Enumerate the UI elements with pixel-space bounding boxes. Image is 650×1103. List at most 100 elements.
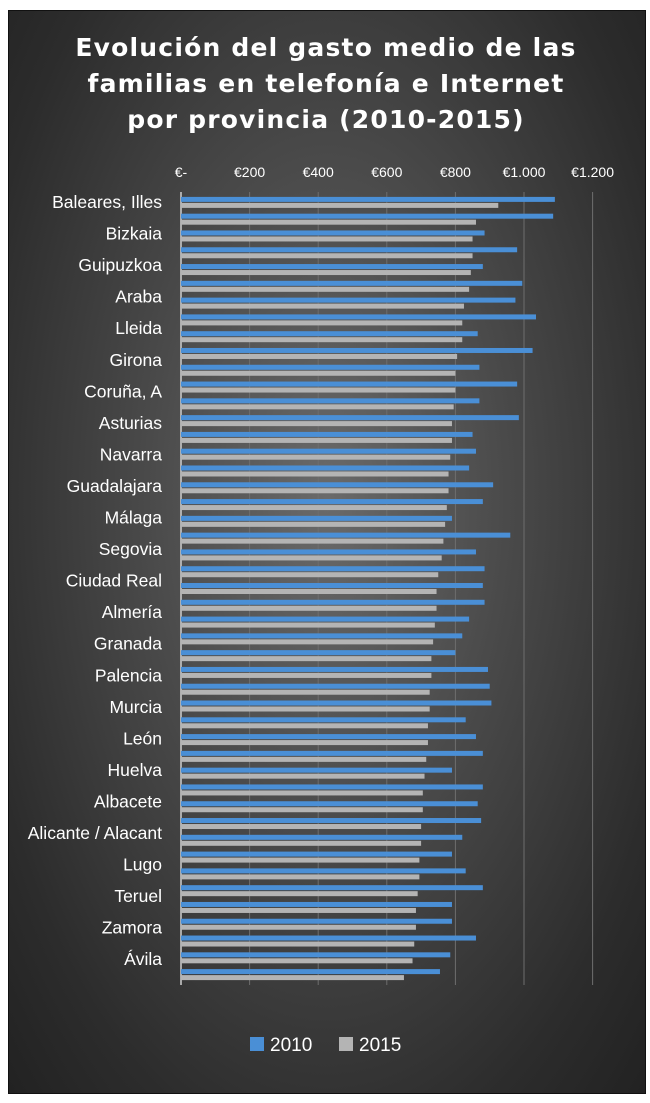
bar-2015[interactable] — [181, 219, 476, 225]
bar-2015[interactable] — [181, 840, 422, 846]
bar-2015[interactable] — [181, 320, 463, 326]
bar-2010[interactable] — [181, 851, 452, 857]
bar-2010[interactable] — [181, 583, 483, 588]
category-label: Girona — [109, 350, 162, 370]
legend-label-2010[interactable]: 2010 — [270, 1035, 312, 1056]
bar-2010[interactable] — [181, 918, 452, 924]
bar-2015[interactable] — [181, 672, 432, 678]
bar-2010[interactable] — [181, 901, 452, 907]
bar-2010[interactable] — [181, 566, 485, 572]
bar-2010[interactable] — [181, 700, 492, 706]
bar-2010[interactable] — [181, 784, 483, 790]
bar-2010[interactable] — [181, 969, 440, 975]
bar-2010[interactable] — [181, 196, 555, 202]
bar-2015[interactable] — [181, 639, 434, 645]
bar-2010[interactable] — [181, 935, 476, 941]
bar-2010[interactable] — [181, 314, 537, 320]
bar-2015[interactable] — [181, 337, 463, 343]
bar-2010[interactable] — [181, 499, 483, 505]
bar-2015[interactable] — [181, 756, 427, 762]
bar-2010[interactable] — [181, 280, 523, 286]
bar-2015[interactable] — [181, 471, 449, 477]
bar-2015[interactable] — [181, 270, 471, 276]
bar-2015[interactable] — [181, 589, 437, 594]
bar-2015[interactable] — [181, 555, 442, 561]
bar-2010[interactable] — [181, 230, 485, 236]
bar-2010[interactable] — [181, 532, 511, 538]
bar-2015[interactable] — [181, 454, 451, 460]
bar-2010[interactable] — [181, 364, 480, 370]
bar-2015[interactable] — [181, 975, 404, 981]
bar-2015[interactable] — [181, 387, 456, 393]
bar-2010[interactable] — [181, 515, 452, 521]
bar-2015[interactable] — [181, 622, 435, 628]
bar-2010[interactable] — [181, 213, 554, 219]
bar-2010[interactable] — [181, 767, 452, 773]
bar-2015[interactable] — [181, 907, 416, 913]
bar-2015[interactable] — [181, 286, 470, 292]
bar-2015[interactable] — [181, 253, 473, 259]
bar-2015[interactable] — [181, 370, 456, 376]
bar-2015[interactable] — [181, 521, 446, 527]
bar-2010[interactable] — [181, 482, 494, 488]
x-tick-label: €600 — [371, 164, 402, 180]
bar-2015[interactable] — [181, 421, 452, 427]
bar-2015[interactable] — [181, 505, 447, 511]
bar-2010[interactable] — [181, 431, 473, 437]
bar-2015[interactable] — [181, 437, 452, 443]
bar-2015[interactable] — [181, 572, 439, 578]
bar-2010[interactable] — [181, 834, 463, 840]
bar-2010[interactable] — [181, 750, 483, 756]
bar-2010[interactable] — [181, 885, 483, 891]
bar-2015[interactable] — [181, 404, 454, 410]
bar-2010[interactable] — [181, 347, 533, 353]
bar-2015[interactable] — [181, 924, 416, 930]
bar-2015[interactable] — [181, 303, 464, 309]
bar-2010[interactable] — [181, 818, 482, 824]
bar-2015[interactable] — [181, 605, 437, 611]
bar-2015[interactable] — [181, 740, 428, 746]
bar-2015[interactable] — [181, 723, 428, 729]
bar-2015[interactable] — [181, 236, 473, 242]
bar-2015[interactable] — [181, 773, 425, 779]
bar-2010[interactable] — [181, 599, 485, 605]
legend-swatch-2010 — [250, 1037, 264, 1051]
bar-2010[interactable] — [181, 381, 518, 387]
bar-2015[interactable] — [181, 538, 444, 544]
bar-2015[interactable] — [181, 874, 420, 880]
bar-2010[interactable] — [181, 448, 476, 454]
bar-2010[interactable] — [181, 616, 470, 622]
bar-2010[interactable] — [181, 415, 519, 421]
bar-2010[interactable] — [181, 666, 488, 672]
bar-2015[interactable] — [181, 891, 418, 897]
bar-2015[interactable] — [181, 824, 422, 830]
bar-2010[interactable] — [181, 952, 451, 958]
category-label: Zamora — [102, 918, 163, 938]
bar-2010[interactable] — [181, 683, 490, 689]
bar-2010[interactable] — [181, 398, 480, 404]
bar-2015[interactable] — [181, 202, 499, 208]
bar-2015[interactable] — [181, 807, 423, 813]
bar-2015[interactable] — [181, 488, 449, 494]
bar-2015[interactable] — [181, 689, 430, 695]
bar-2015[interactable] — [181, 656, 432, 662]
bar-2010[interactable] — [181, 331, 478, 337]
bar-2015[interactable] — [181, 353, 458, 359]
bar-2015[interactable] — [181, 857, 420, 863]
bar-2010[interactable] — [181, 465, 470, 471]
bar-2010[interactable] — [181, 734, 476, 740]
bar-2010[interactable] — [181, 549, 476, 555]
bar-2010[interactable] — [181, 717, 466, 723]
bar-2010[interactable] — [181, 297, 516, 303]
bar-2010[interactable] — [181, 868, 466, 874]
legend-label-2015[interactable]: 2015 — [359, 1035, 401, 1056]
bar-2010[interactable] — [181, 247, 518, 253]
bar-2010[interactable] — [181, 650, 456, 656]
bar-2010[interactable] — [181, 633, 463, 639]
bar-2015[interactable] — [181, 706, 430, 712]
bar-2015[interactable] — [181, 790, 423, 796]
bar-2010[interactable] — [181, 264, 483, 270]
bar-2010[interactable] — [181, 801, 478, 807]
bar-2015[interactable] — [181, 941, 415, 947]
bar-2015[interactable] — [181, 958, 413, 964]
